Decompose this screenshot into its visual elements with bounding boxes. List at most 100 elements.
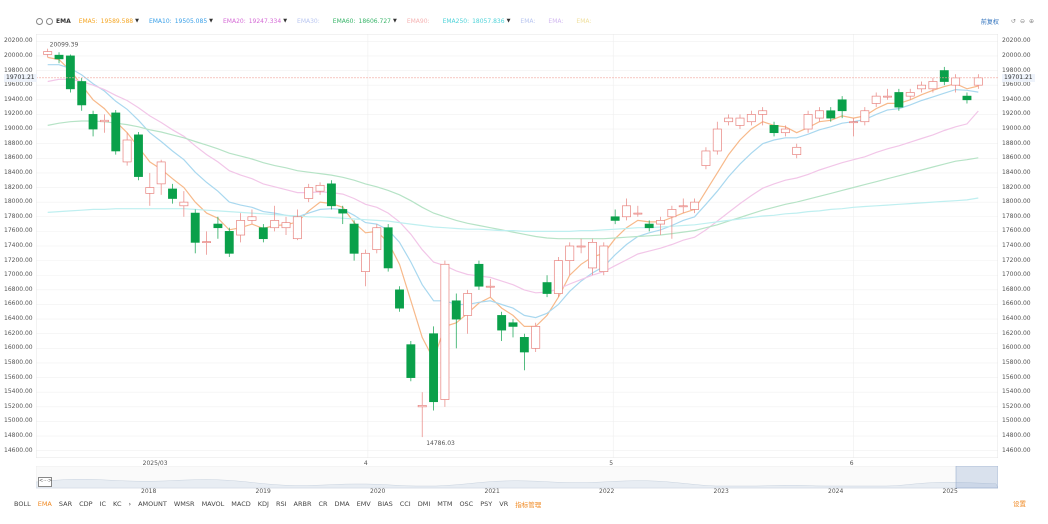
candlestick-chart[interactable]: 20099.39 14786.03 [36,34,998,458]
candle-body [485,285,495,288]
indicator-tab-wmsr[interactable]: WMSR [173,500,195,508]
indicator-tab-amount[interactable]: AMOUNT [138,500,167,508]
indicator-tab-bias[interactable]: BIAS [377,500,393,508]
candle-body [951,77,961,86]
candle-body [519,337,529,353]
indicator-tab-ema[interactable]: EMA [37,500,52,508]
y-tick-label: 19200.00 [4,110,33,118]
y-tick-label: 20000.00 [4,51,33,59]
candle-body [917,84,927,90]
y-tick-label: 16800.00 [1002,285,1031,293]
indicator-tab-rsi[interactable]: RSI [275,500,287,508]
indicator-tab-arbr[interactable]: ARBR [293,500,312,508]
y-tick-label: 17000.00 [1002,271,1031,279]
indicator-tab-mtm[interactable]: MTM [437,500,453,508]
dropdown-icon[interactable]: ▼ [283,18,288,24]
settings-icon[interactable] [36,17,43,25]
range-navigator[interactable] [36,466,998,494]
indicator-tab-dma[interactable]: DMA [334,500,350,508]
y-tick-label: 16000.00 [1002,344,1031,352]
legend-series-7[interactable]: EMA: [520,18,538,25]
indicator-tab-cr[interactable]: CR [318,500,328,508]
price-adjust-link[interactable]: 前复权 [980,18,999,26]
candle-body [610,216,620,221]
zoom-in-icon[interactable]: ⊕ [1028,17,1034,25]
legend-series-label: EMA10: [148,17,172,25]
candle-body [247,216,257,221]
dropdown-icon[interactable]: ▼ [506,18,511,24]
y-tick-label: 14600.00 [4,446,33,454]
zoom-out-icon[interactable]: ⊖ [1019,17,1025,25]
legend-series-0[interactable]: EMA5: 19589.588 ▼ [79,18,139,25]
indicator-tab-ic[interactable]: IC [99,500,107,508]
chevron-right-icon[interactable]: › [128,500,132,508]
indicator-legend: EMA EMA5: 19589.588 ▼ EMA10: 19505.085 ▼ EMA20… [36,14,604,28]
indicator-tab-kc[interactable]: KC [113,500,122,508]
indicator-tab-macd[interactable]: MACD [231,500,251,508]
candle-body [644,223,654,229]
candle-body [735,117,745,126]
y-tick-label: 18800.00 [4,139,33,147]
dropdown-icon[interactable]: ▼ [135,18,139,24]
close-icon[interactable] [46,17,53,25]
candle-body [99,119,109,123]
candle-body [236,220,246,236]
indicator-tab-psy[interactable]: PSY [480,500,493,508]
indicator-tab-sar[interactable]: SAR [58,500,73,508]
candle-body [588,241,597,269]
candle-body [417,405,427,408]
indicator-tab-kdj[interactable]: KDJ [257,500,269,508]
navigator-scroll-button[interactable]: <···> [38,477,52,487]
legend-series-value: 19247.334 [248,17,282,25]
legend-series-8[interactable]: EMA: [548,18,566,25]
candle-body [826,110,836,119]
y-tick-label: 19200.00 [1002,110,1031,118]
indicator-tab-boll[interactable]: BOLL [14,500,31,508]
candle-body [281,222,291,229]
indicator-tab-cci[interactable]: CCI [399,500,411,508]
candle-body [145,187,155,194]
legend-series-9[interactable]: EMA: [576,18,594,25]
navigator-year-label: 2022 [599,488,615,495]
legend-series-6[interactable]: EMA250: 18057.836 ▼ [443,18,511,25]
legend-series-1[interactable]: EMA10: 19505.085 ▼ [149,18,213,25]
dropdown-icon[interactable]: ▼ [209,18,213,24]
y-tick-label: 18400.00 [4,168,33,176]
y-tick-label: 19800.00 [4,66,33,74]
candle-body [724,117,734,123]
reset-icon[interactable]: ↺ [1010,17,1016,25]
x-tick-label: 6 [849,460,854,467]
candle-body [928,81,938,90]
indicator-tab-dmi[interactable]: DMI [417,500,431,508]
dropdown-icon[interactable]: ▼ [392,18,397,24]
settings-link[interactable]: 设置 [1013,500,1026,508]
y-tick-label: 19000.00 [1002,125,1031,133]
legend-series-value: 19589.588 [100,17,134,25]
indicator-tab-mavol[interactable]: MAVOL [201,500,225,508]
indicator-tab-cdp[interactable]: CDP [79,500,93,508]
candle-body [803,114,813,130]
navigator-selection[interactable] [955,466,998,489]
legend-series-2[interactable]: EMA20: 19247.334 ▼ [223,18,287,25]
legend-series-label: EMA: [548,17,564,25]
legend-series-value: 18057.836 [472,17,505,25]
candle-body [168,188,177,199]
candle-body [440,263,450,400]
indicator-manage-tab[interactable]: 指标管理 [515,501,542,509]
indicator-tab-vr[interactable]: VR [499,500,509,508]
x-tick-label: 5 [609,460,614,467]
legend-series-label: EMA5: [78,17,98,25]
legend-series-4[interactable]: EMA60: 18606.727 ▼ [333,18,397,25]
y-tick-label: 16000.00 [4,344,33,352]
y-tick-label: 15200.00 [1002,402,1031,410]
candle-body [54,54,64,60]
indicator-tab-osc[interactable]: OSC [459,500,474,508]
legend-series-5[interactable]: EMA90: [407,18,433,25]
navigator-year-label: 2024 [828,488,844,495]
legend-series-label: EMA30: [297,17,320,25]
indicator-tab-emv[interactable]: EMV [356,500,371,508]
candle-body [156,161,166,185]
y-tick-label: 14800.00 [1002,432,1031,440]
legend-series-3[interactable]: EMA30: [297,18,323,25]
candle-body [622,205,631,218]
